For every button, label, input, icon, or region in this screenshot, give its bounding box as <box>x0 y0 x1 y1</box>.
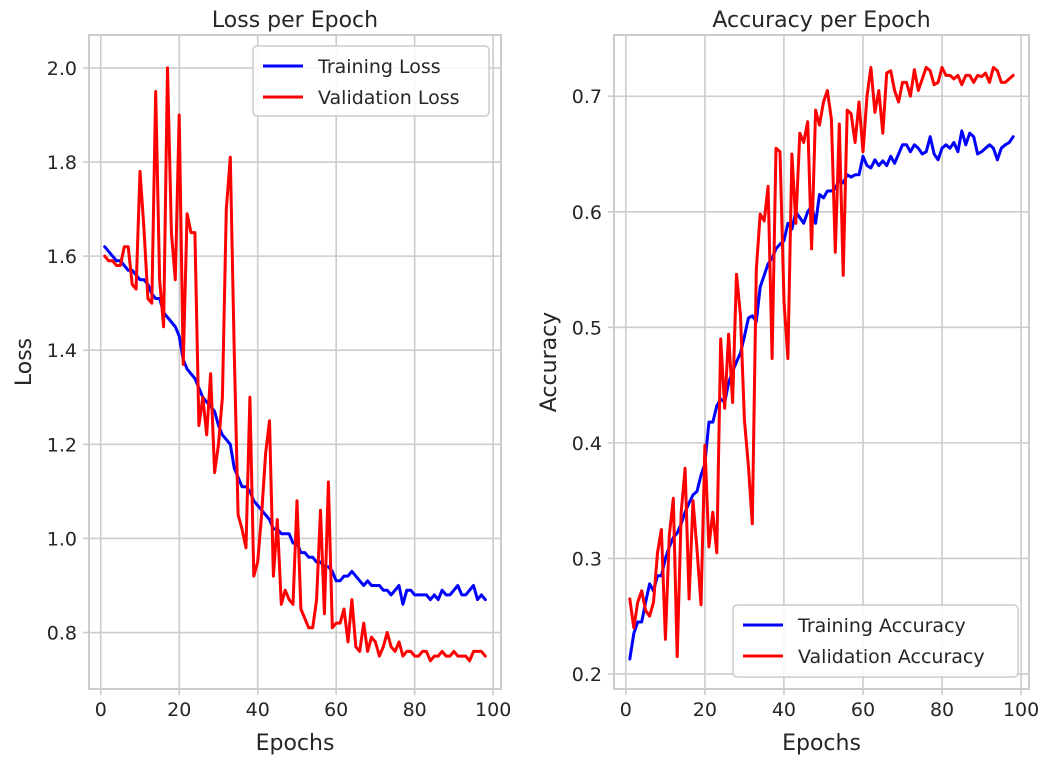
loss-chart-x-tick-label: 0 <box>95 699 107 721</box>
loss-chart-y-tick-label: 1.4 <box>47 340 77 362</box>
accuracy-chart-x-tick-label: 80 <box>930 699 954 721</box>
legend-label-training-accuracy: Training Accuracy <box>797 615 966 637</box>
loss-chart-series <box>103 66 487 663</box>
accuracy-chart-series <box>628 65 1015 661</box>
loss-chart-legend: Training Loss Validation Loss <box>252 45 490 117</box>
loss-chart-x-tick-label: 20 <box>167 699 191 721</box>
accuracy-chart-y-tick-label: 0.6 <box>572 202 602 224</box>
loss-chart-grid <box>89 35 501 689</box>
loss-chart-y-tick-label: 1.8 <box>47 152 77 174</box>
loss-chart-legend-box <box>252 45 490 117</box>
accuracy-chart-y-tick-label: 0.2 <box>572 664 602 686</box>
accuracy-chart-series-validation-accuracy <box>628 65 1015 659</box>
accuracy-chart-legend-box <box>732 604 1019 678</box>
accuracy-chart-x-tick-label: 60 <box>851 699 875 721</box>
loss-chart-y-tick-label: 2.0 <box>47 58 77 80</box>
accuracy-chart-panel: 0 20 40 60 80 100 0.2 0.3 0.4 0.5 0.6 0.7 Accuracy … <box>537 8 1039 756</box>
loss-chart-series-validation-loss <box>103 66 487 663</box>
accuracy-chart-x-tick-label: 100 <box>1003 699 1039 721</box>
accuracy-chart-y-tick-label: 0.7 <box>572 86 602 108</box>
accuracy-chart-series-training-accuracy <box>628 129 1015 661</box>
accuracy-chart-legend: Training Accuracy Validation Accuracy <box>732 604 1019 678</box>
legend-label-validation-accuracy: Validation Accuracy <box>798 646 985 668</box>
accuracy-chart-x-tick-label: 40 <box>772 699 796 721</box>
accuracy-chart-x-axis-label: Epochs <box>782 731 861 756</box>
accuracy-chart-y-axis-label: Accuracy <box>537 312 562 412</box>
loss-chart-x-tick-label: 100 <box>475 699 511 721</box>
loss-chart-ticks: 0 20 40 60 80 100 0.8 1.0 1.2 1.4 1.6 1.8 2.0 <box>47 58 512 721</box>
loss-chart-y-tick-label: 1.2 <box>47 434 77 456</box>
accuracy-chart-x-tick-label: 20 <box>693 699 717 721</box>
loss-chart-y-axis-label: Loss <box>12 338 37 386</box>
loss-chart-panel: 0 20 40 60 80 100 0.8 1.0 1.2 1.4 1.6 1.8 2.0 Loss p… <box>12 8 511 756</box>
accuracy-chart-ticks: 0 20 40 60 80 100 0.2 0.3 0.4 0.5 0.6 0.7 <box>572 86 1039 721</box>
loss-chart-x-tick-label: 40 <box>246 699 270 721</box>
accuracy-chart-frame <box>613 34 1030 690</box>
loss-chart-y-tick-label: 0.8 <box>47 623 77 645</box>
accuracy-chart-y-tick-label: 0.3 <box>572 548 602 570</box>
loss-chart-x-tick-label: 80 <box>403 699 427 721</box>
legend-label-validation-loss: Validation Loss <box>318 87 460 109</box>
accuracy-chart-x-tick-label: 0 <box>620 699 632 721</box>
accuracy-chart-y-tick-label: 0.4 <box>572 433 602 455</box>
accuracy-chart-title: Accuracy per Epoch <box>712 8 930 33</box>
loss-chart-frame <box>88 34 502 690</box>
legend-label-training-loss: Training Loss <box>317 56 441 78</box>
loss-chart-x-axis-label: Epochs <box>256 731 335 756</box>
loss-chart-title: Loss per Epoch <box>212 8 378 33</box>
loss-chart-x-tick-label: 60 <box>324 699 348 721</box>
loss-chart-y-tick-label: 1.0 <box>47 528 77 550</box>
accuracy-chart-y-tick-label: 0.5 <box>572 317 602 339</box>
loss-chart-y-tick-label: 1.6 <box>47 246 77 268</box>
